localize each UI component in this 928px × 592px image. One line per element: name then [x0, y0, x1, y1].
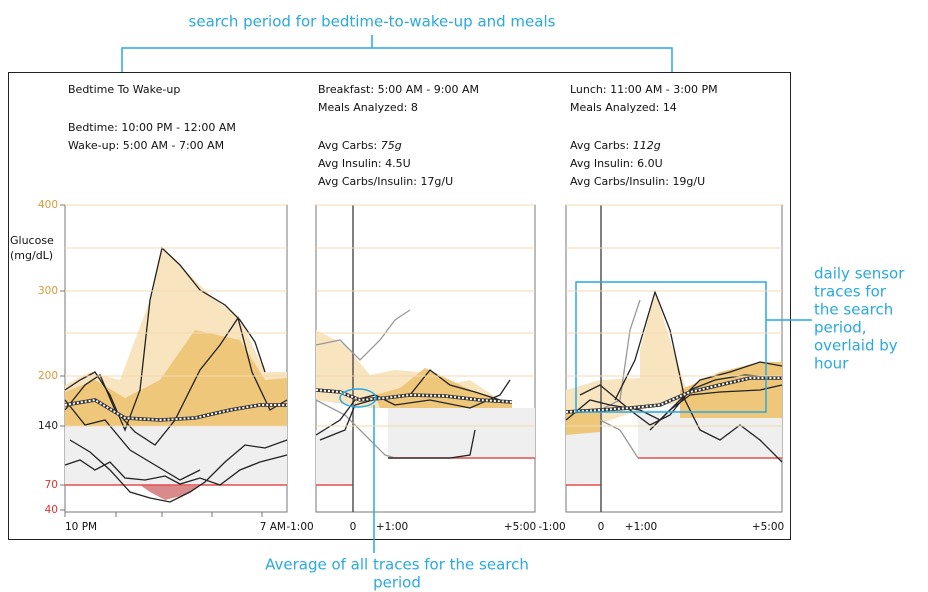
annotation-right: traces for	[814, 283, 887, 301]
header-label: Meals Analyzed: 14	[570, 101, 677, 114]
header-label: Avg Insulin: 6.0U	[570, 157, 663, 170]
average-trace	[565, 376, 782, 414]
trace	[649, 384, 783, 431]
header-label: Breakfast: 5:00 AM - 9:00 AM	[318, 83, 479, 96]
annotation-right: the search	[814, 301, 893, 319]
header-text: Avg Carbs: 75g	[318, 139, 402, 152]
trace	[69, 439, 288, 503]
callout-box	[575, 281, 767, 413]
y-tick-label: 200	[38, 370, 58, 382]
x-tick-label: -1:00	[538, 521, 565, 533]
header-text: Avg Carbs: 112g	[570, 139, 661, 152]
trace	[614, 290, 783, 463]
header-text: Wake-up: 5:00 AM - 7:00 AM	[68, 139, 224, 152]
annotation-right: period,	[814, 319, 867, 337]
plot-breakfast	[315, 204, 536, 513]
header-text: Avg Carbs/Insulin: 17g/U	[318, 175, 453, 188]
header-label: Lunch: 11:00 AM - 3:00 PM	[570, 83, 718, 96]
target-band	[316, 430, 353, 485]
target-band	[566, 430, 601, 485]
header-label: Avg Carbs:	[570, 139, 629, 152]
x-tick-label: +1:00	[625, 521, 657, 533]
trace	[64, 399, 201, 481]
low-fill	[140, 485, 200, 500]
target-band	[65, 426, 287, 485]
annotation-top: search period for bedtime-to-wake-up and…	[189, 13, 556, 31]
header-text: Bedtime: 10:00 PM - 12:00 AM	[68, 121, 236, 134]
average-trace	[315, 389, 513, 403]
x-tick-label: +5:00	[752, 521, 784, 533]
header-text: Meals Analyzed: 8	[318, 101, 418, 114]
trace	[579, 374, 783, 426]
header-label: Wake-up: 5:00 AM - 7:00 AM	[68, 139, 224, 152]
x-tick-label: +5:00	[504, 521, 536, 533]
header-label: Avg Insulin: 4.5U	[318, 157, 411, 170]
range-fill	[65, 330, 287, 426]
header-text: Bedtime To Wake-up	[68, 83, 180, 96]
trace	[599, 419, 639, 459]
header-text: Avg Insulin: 4.5U	[318, 157, 411, 170]
y-tick-label: 300	[38, 285, 58, 297]
header-label: Avg Carbs:	[318, 139, 377, 152]
header-value: 112g	[633, 139, 661, 152]
header-text: Breakfast: 5:00 AM - 9:00 AM	[318, 83, 479, 96]
callout-ellipse	[339, 388, 377, 408]
annotation-bottom: Average of all traces for the search	[265, 556, 529, 574]
y-tick-label: 40	[45, 504, 58, 516]
trace	[64, 454, 288, 486]
x-tick-label: -1:00	[286, 521, 313, 533]
header-value: 75g	[381, 139, 402, 152]
plot-lunch	[565, 204, 783, 513]
target-band	[388, 408, 535, 458]
y-tick-label: 70	[45, 479, 58, 491]
annotation-bottom: period	[373, 574, 421, 592]
header-text: Meals Analyzed: 14	[570, 101, 677, 114]
average-trace	[64, 398, 287, 422]
x-tick-label: 0	[598, 521, 605, 533]
trace	[388, 429, 476, 459]
range-fill	[640, 292, 690, 410]
annotation-right: overlaid by	[814, 337, 898, 355]
trace	[315, 309, 411, 361]
header-label: Bedtime: 10:00 PM - 12:00 AM	[68, 121, 236, 134]
header-label: Bedtime To Wake-up	[68, 83, 180, 96]
header-label: Meals Analyzed: 8	[318, 101, 418, 114]
plot-bedtime	[64, 204, 288, 513]
bracket	[121, 35, 673, 72]
trace	[315, 399, 396, 459]
header-text: Avg Insulin: 6.0U	[570, 157, 663, 170]
annotation-right: daily sensor	[814, 265, 905, 283]
header-label: Avg Carbs/Insulin: 17g/U	[318, 175, 453, 188]
x-tick-label: 10 PM	[65, 521, 97, 533]
annotation-right: hour	[814, 355, 849, 373]
y-tick-label: 400	[38, 199, 58, 211]
header-label: Avg Carbs/Insulin: 19g/U	[570, 175, 705, 188]
header-text: Lunch: 11:00 AM - 3:00 PM	[570, 83, 718, 96]
y-tick-label: 140	[38, 420, 58, 432]
range-fill	[566, 408, 600, 435]
x-tick-label: +1:00	[376, 521, 408, 533]
y-axis-label: (mg/dL)	[10, 249, 53, 262]
header-text: Avg Carbs/Insulin: 19g/U	[570, 175, 705, 188]
x-tick-label: 7 AM	[260, 521, 286, 533]
y-axis-label: Glucose	[10, 234, 54, 247]
x-tick-label: 0	[350, 521, 357, 533]
